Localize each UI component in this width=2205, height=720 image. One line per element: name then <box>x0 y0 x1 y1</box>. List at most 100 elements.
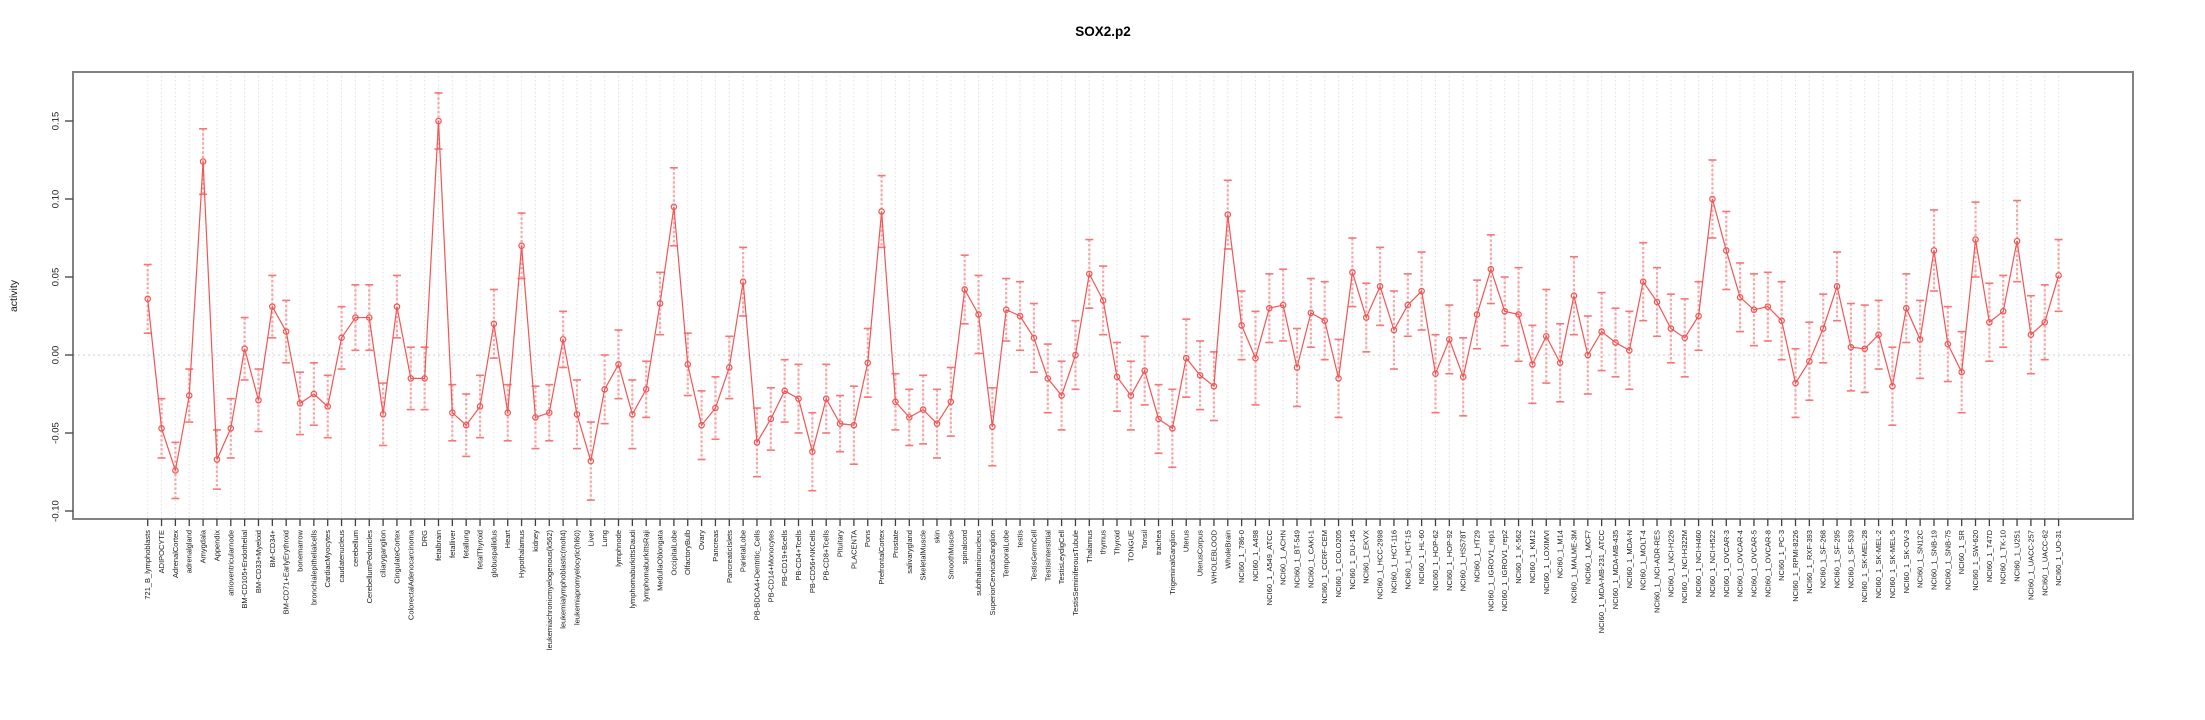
x-tick-label: leukemialymphoblastic(molt4) <box>559 530 568 629</box>
data-point <box>1944 340 1952 348</box>
x-tick-label: Pancreas <box>711 530 720 562</box>
x-tick-label: leukemiapromyelocytic(hl60) <box>572 530 581 626</box>
x-tick-label: NCI60_1_SK-MEL-5 <box>1888 530 1897 598</box>
x-tick-label: NCI60_1_OVCAR-3 <box>1722 530 1731 597</box>
x-tick-label: NCI60_1_HCT-116 <box>1389 530 1398 593</box>
data-point <box>1570 292 1578 300</box>
x-tick-label: OlfactoryBulb <box>683 530 692 575</box>
x-tick-label: caudatenucleus <box>337 530 346 583</box>
data-point <box>1335 375 1342 382</box>
x-tick-label: leukemiachronicmyelogenous(k562) <box>545 529 554 650</box>
x-tick-label: NCI60_1_786-0 <box>1237 530 1246 583</box>
x-tick-label: NCI60_1_A549_ATCC <box>1265 529 1274 605</box>
data-point <box>1542 332 1550 340</box>
data-point <box>1750 306 1758 314</box>
data-point <box>310 390 318 398</box>
x-tick-label: AdrenalCortex <box>171 530 180 578</box>
data-point <box>712 404 719 412</box>
x-tick-label: fetalliver <box>448 530 457 558</box>
data-point <box>1889 382 1896 390</box>
data-point <box>642 386 650 393</box>
x-tick-label: TemporalLobe <box>1002 530 1011 578</box>
data-point <box>1819 325 1827 332</box>
data-point <box>1238 322 1245 329</box>
x-tick-label: subthalamicnucleus <box>974 530 983 596</box>
data-point <box>365 314 373 321</box>
data-point <box>1099 297 1107 304</box>
data-point <box>1432 370 1439 378</box>
x-tick-label: WholeBrain <box>1223 530 1232 569</box>
x-tick-label: NCI60_1_PC-3 <box>1777 530 1786 581</box>
data-point <box>255 396 262 404</box>
data-point <box>338 334 345 342</box>
data-point <box>1792 379 1799 387</box>
x-tick-label: PrefrontalCortex <box>877 530 886 585</box>
x-tick-label: PancreaticIslets <box>725 530 734 583</box>
x-tick-label: NCI60_1_SNB-75 <box>1943 530 1952 590</box>
x-tick-label: DRG <box>420 530 429 547</box>
x-tick-label: ADIPOCYTE <box>157 530 166 573</box>
data-point <box>1972 236 1979 243</box>
data-point <box>1930 247 1938 254</box>
data-point <box>753 439 761 446</box>
data-point <box>1016 312 1024 320</box>
data-point <box>2013 237 2021 245</box>
x-tick-label: salivarygland <box>905 530 914 574</box>
x-tick-label: NCI60_1_CAKI-1 <box>1306 530 1315 588</box>
data-point <box>296 400 304 407</box>
x-tick-label: TestisInterstitial <box>1043 530 1052 582</box>
x-tick-label: NCI60_1_NCI-H226 <box>1666 530 1675 597</box>
x-tick-label: kidney <box>531 530 540 552</box>
x-tick-label: NCI60_1_U251 <box>2013 530 2022 582</box>
x-tick-label: TrigeminalGanglion <box>1168 530 1177 595</box>
x-tick-label: fetalThyroid <box>476 530 485 569</box>
x-tick-label: Thalamus <box>1085 530 1094 563</box>
data-point <box>324 403 332 410</box>
data-point <box>809 448 816 456</box>
x-tick-label: spinalcord <box>960 530 969 564</box>
data-point <box>892 398 899 406</box>
series-line <box>147 120 2060 471</box>
data-point <box>1958 368 1965 376</box>
data-point <box>1626 347 1633 354</box>
x-tick-label: NCI60_1_SK-OV-3 <box>1902 530 1911 593</box>
data-point <box>490 320 498 328</box>
data-point <box>1861 345 1869 353</box>
x-tick-label: SuperiorCervicalGanglion <box>988 530 997 615</box>
data-point <box>947 398 955 406</box>
x-tick-label: NCI60_1_MOLT-4 <box>1639 530 1648 590</box>
x-tick-label: NCI60_1_NCI-H322M <box>1680 530 1689 603</box>
data-point <box>1598 328 1605 335</box>
x-tick-label: NCI60_1_EKVX <box>1362 530 1371 584</box>
x-tick-label: NCI60_1_SN12C <box>1916 529 1925 588</box>
x-tick-label: testis <box>1016 530 1025 548</box>
x-tick-label: NCI60_1_HCC-2998 <box>1376 530 1385 599</box>
data-point <box>504 409 512 417</box>
data-point <box>1002 306 1010 314</box>
x-tick-label: lymphnode <box>614 530 623 567</box>
x-tick-label: Liver <box>586 530 595 547</box>
x-tick-label: NCI60_1_RXF-393 <box>1805 530 1814 594</box>
data-point <box>213 456 221 463</box>
x-tick-label: PB-CD4+Tcells <box>794 530 803 581</box>
x-tick-label: lymphomaburkittsRaji <box>642 530 651 602</box>
y-axis-label: activity <box>8 279 20 312</box>
data-point <box>1307 309 1315 317</box>
x-tick-label: NCI60_1_COLO205 <box>1334 530 1343 598</box>
x-tick-label: BM-CD71+EarlyErythroid <box>282 530 291 614</box>
x-tick-label: Heart <box>503 529 512 548</box>
data-point <box>767 415 775 423</box>
y-tick-label: -0.10 <box>51 500 62 522</box>
x-tick-label: ColorectalAdenocarcinoma <box>406 529 415 620</box>
data-point <box>1321 317 1329 324</box>
y-tick-label: 0.15 <box>51 112 62 131</box>
data-point <box>1778 317 1785 324</box>
x-tick-label: WHOLEBLOOD <box>1209 529 1218 583</box>
data-point <box>1487 265 1495 273</box>
data-point <box>282 328 290 335</box>
x-tick-label: Uterus <box>1182 530 1191 552</box>
x-tick-label: NCI60_1_SW-620 <box>1971 530 1980 591</box>
x-tick-label: SkeletalMuscle <box>919 530 928 580</box>
data-point <box>601 386 608 393</box>
data-point <box>2027 331 2035 339</box>
